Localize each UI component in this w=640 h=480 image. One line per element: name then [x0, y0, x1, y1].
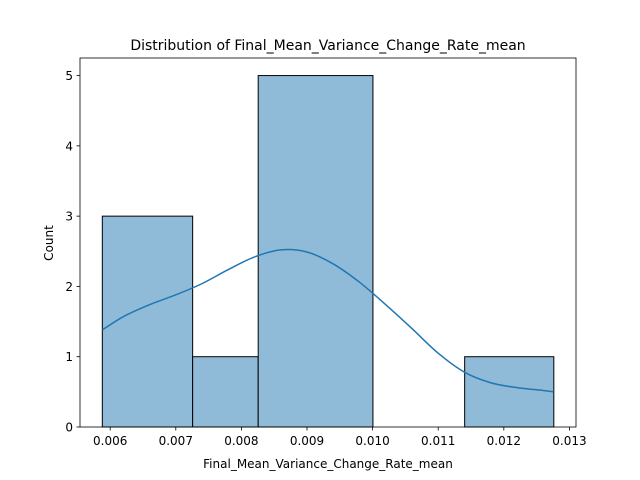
x-axis-label: Final_Mean_Variance_Change_Rate_mean [203, 457, 453, 471]
x-tick-label-2: 0.007 [159, 434, 193, 448]
histogram-bar-3 [257, 75, 374, 428]
x-tick-label-4: 0.009 [290, 434, 324, 448]
kde-line [101, 248, 554, 393]
y-tick-label-1: 0 [65, 421, 73, 435]
x-tick-label-8: 0.013 [552, 434, 586, 448]
axes-frame [79, 57, 577, 428]
x-tick-label-3: 0.008 [224, 434, 258, 448]
y-tick-label-3: 2 [65, 280, 73, 294]
chart-title: Distribution of Final_Mean_Variance_Chan… [130, 38, 525, 54]
histogram-bar-5 [464, 356, 555, 428]
histogram-bar-1 [101, 215, 194, 428]
x-tick-label-6: 0.011 [421, 434, 455, 448]
y-tick-label-5: 4 [65, 139, 73, 153]
histogram-bar-2 [192, 356, 259, 428]
y-tick-label-4: 3 [65, 210, 73, 224]
y-axis-label: Count [42, 225, 56, 261]
x-tick-label-1: 0.006 [93, 434, 127, 448]
x-tick-label-5: 0.010 [355, 434, 389, 448]
y-tick-label-6: 5 [65, 69, 73, 83]
plot-area: 0.006 0.007 0.008 0.009 0.010 0.011 0.012 0.013… [65, 57, 587, 448]
x-tick-label-7: 0.012 [487, 434, 521, 448]
y-tick-label-2: 1 [65, 350, 73, 364]
